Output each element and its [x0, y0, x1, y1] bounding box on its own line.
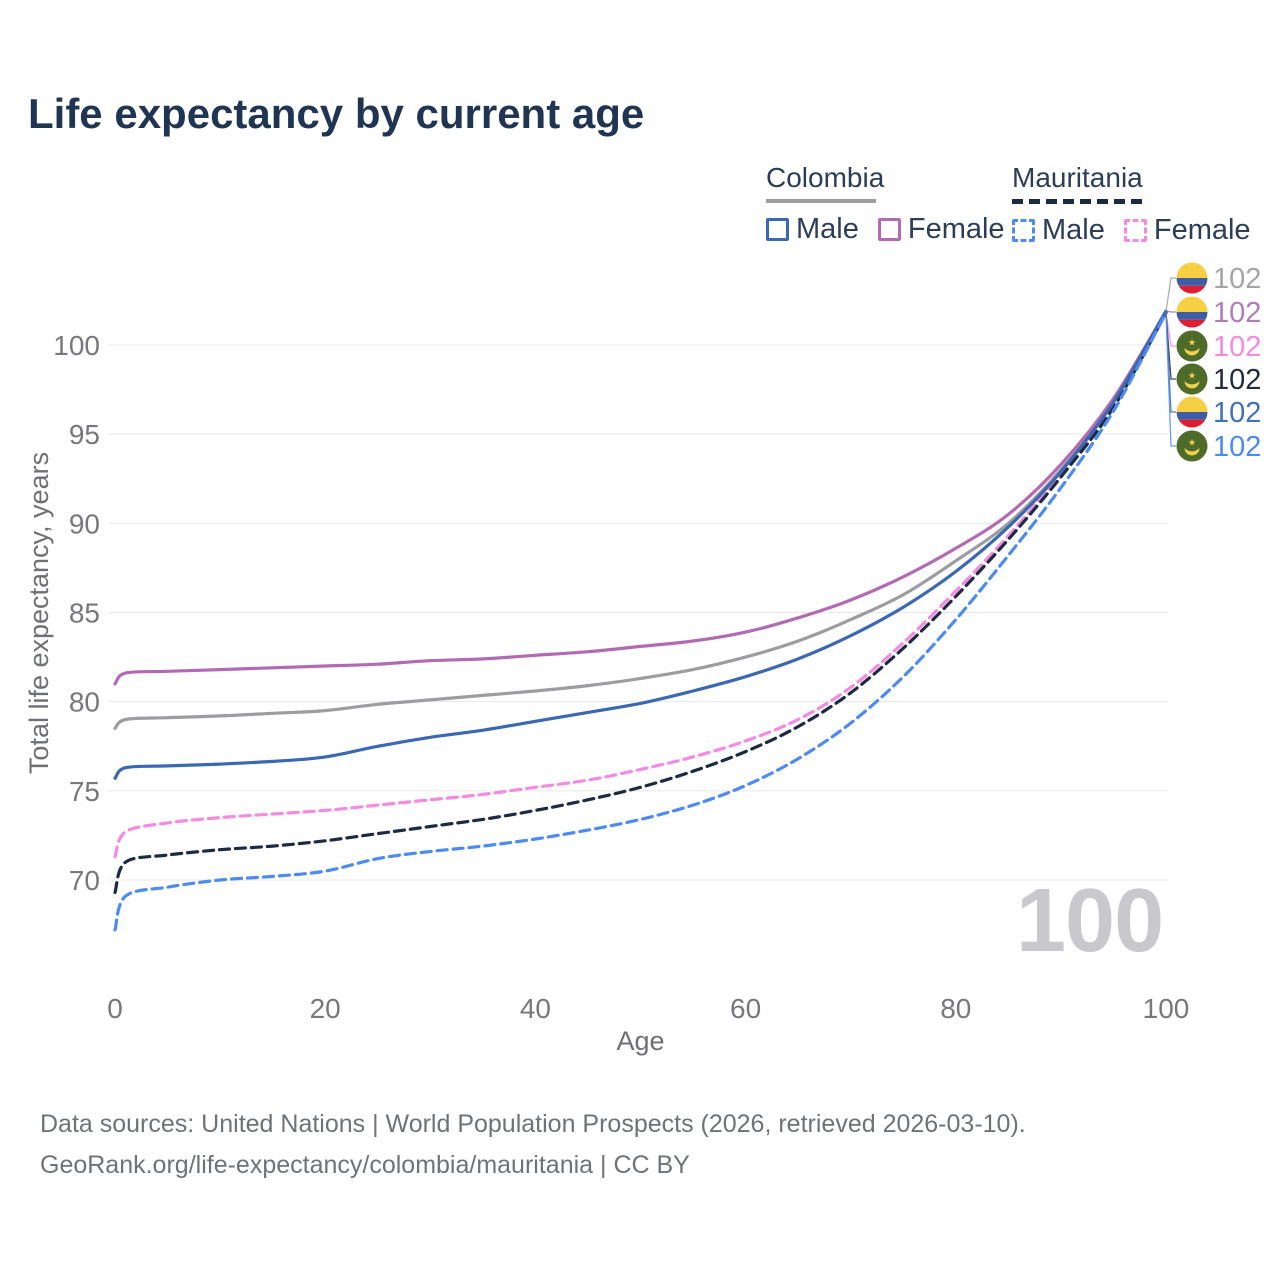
line-mauritania-both[interactable] [113, 311, 1168, 895]
line-mauritania-male[interactable] [113, 311, 1168, 932]
y-tick-100: 100 [53, 330, 100, 361]
line-colombia-female[interactable] [113, 309, 1168, 686]
flag-colombia-icon [1176, 262, 1208, 294]
legend-colombia-underline [766, 199, 876, 203]
legend-group-colombia: Colombia Male Female [766, 162, 1024, 246]
end-label-colombia-female: 102 [1213, 297, 1261, 329]
y-tick-90: 90 [69, 508, 100, 539]
end-label-colombia-both: 102 [1213, 263, 1261, 295]
legend-colombia-label: Colombia [766, 162, 885, 193]
flag-mauritania-icon [1176, 363, 1208, 395]
end-label-mauritania-both: 102 [1213, 364, 1261, 396]
legend-colombia-male-label[interactable]: Male [796, 213, 859, 245]
end-label-colombia-male: 102 [1213, 397, 1261, 429]
x-tick-40: 40 [520, 993, 551, 1024]
legend-colombia-male-checkbox[interactable] [766, 218, 789, 241]
y-tick-70: 70 [69, 865, 100, 896]
legend-mauritania-label: Mauritania [1012, 162, 1143, 193]
y-axis-title: Total life expectancy, years [24, 452, 54, 774]
legend-mauritania-female-label[interactable]: Female [1153, 214, 1251, 246]
end-label-mauritania-female: 102 [1213, 331, 1261, 363]
x-tick-0: 0 [107, 993, 123, 1024]
line-colombia-male[interactable] [113, 309, 1168, 780]
page-title: Life expectancy by current age [28, 90, 645, 137]
end-label-mauritania-male: 102 [1213, 431, 1261, 463]
y-tick-95: 95 [69, 419, 100, 450]
y-tick-80: 80 [69, 687, 100, 718]
flag-mauritania-icon [1176, 430, 1208, 462]
leader-mauritania-male [1165, 312, 1176, 447]
legend-colombia-row: Male Female [766, 213, 1024, 246]
line-colombia-both[interactable] [113, 309, 1168, 730]
leader-mauritania-female [1165, 312, 1176, 347]
legend-mauritania-male-checkbox[interactable] [1012, 219, 1035, 242]
flag-colombia-icon [1176, 396, 1208, 428]
flag-colombia-icon [1176, 296, 1208, 328]
footer-attribution: GeoRank.org/life-expectancy/colombia/mau… [40, 1151, 690, 1179]
x-tick-20: 20 [310, 993, 341, 1024]
y-tick-75: 75 [69, 776, 100, 807]
x-tick-60: 60 [730, 993, 761, 1024]
x-axis-title: Age [616, 1026, 664, 1056]
legend-mauritania-male-label[interactable]: Male [1042, 214, 1105, 246]
legend-group-mauritania: Mauritania Male Female [1012, 162, 1270, 247]
legend-colombia-female-checkbox[interactable] [877, 218, 901, 241]
flag-mauritania-icon [1176, 330, 1208, 362]
legend-colombia-female-label[interactable]: Female [907, 213, 1005, 245]
legend-mauritania-underline [1012, 199, 1148, 204]
footer-sources: Data sources: United Nations | World Pop… [40, 1110, 1026, 1138]
leader-colombia-both [1165, 277, 1176, 312]
y-tick-85: 85 [69, 598, 100, 629]
leader-colombia-female [1165, 310, 1176, 313]
legend-mauritania-row: Male Female [1012, 214, 1270, 247]
line-mauritania-female[interactable] [113, 311, 1168, 859]
footer: Data sources: United Nations | World Pop… [40, 1104, 1026, 1186]
legend-mauritania-female-checkbox[interactable] [1123, 219, 1147, 242]
x-tick-100: 100 [1143, 993, 1190, 1024]
x-tick-80: 80 [940, 993, 971, 1024]
age-counter-watermark: 100 [1016, 871, 1164, 971]
